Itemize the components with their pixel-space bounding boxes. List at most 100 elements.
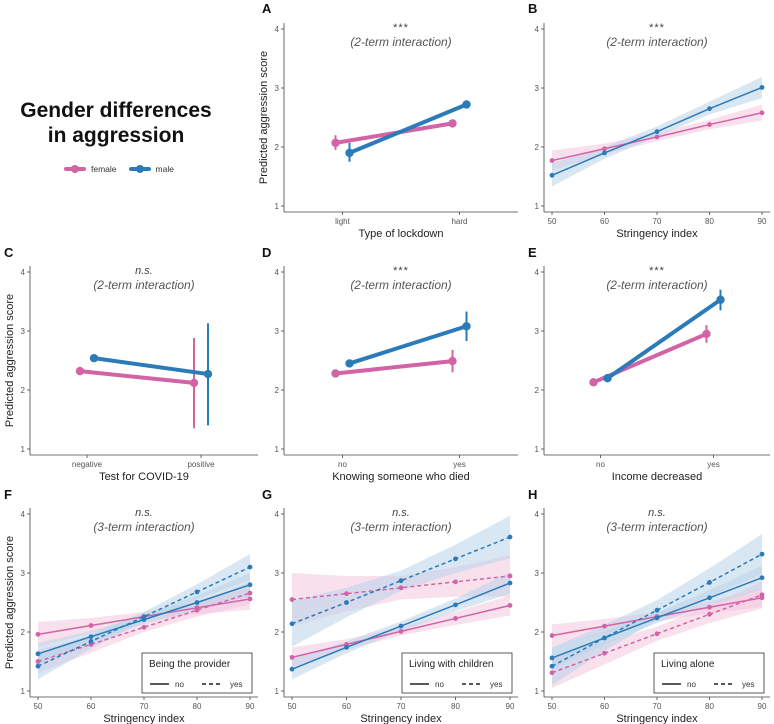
linetype-label-no: no (687, 680, 696, 689)
point-male (345, 359, 354, 368)
y-tick-label: 1 (535, 687, 540, 696)
point-male (602, 635, 607, 641)
point-female (141, 624, 147, 630)
y-tick-label: 3 (535, 327, 540, 336)
linetype-legend-title: Living with children (409, 659, 494, 670)
point-male (289, 621, 295, 627)
significance-ns: n.s. (392, 507, 410, 519)
x-tick-label: 70 (140, 702, 149, 711)
y-tick-label: 4 (275, 268, 280, 277)
y-tick-label: 3 (535, 84, 540, 93)
x-tick-label: 70 (653, 702, 662, 711)
y-axis-label: Predicted aggression score (4, 536, 16, 669)
x-tick-label: 50 (548, 217, 557, 226)
point-male (462, 322, 471, 331)
y-tick-label: 3 (275, 569, 280, 578)
gender-legend: female male (64, 164, 186, 174)
point-female (707, 122, 712, 127)
y-tick-label: 2 (275, 386, 280, 395)
x-tick-label: 90 (758, 702, 767, 711)
point-female (75, 366, 85, 376)
y-tick-label: 1 (21, 687, 26, 696)
point-male (603, 374, 612, 383)
series-line-female-yes (551, 594, 763, 674)
point-male (549, 663, 555, 669)
point-male (89, 353, 99, 363)
point-female (35, 659, 41, 664)
interaction-label: (2-term interaction) (93, 278, 194, 292)
legend-label-female: female (91, 164, 117, 174)
series-line-male (605, 297, 723, 381)
panel-letter: E (528, 245, 537, 260)
y-tick-label: 4 (21, 268, 26, 277)
point-female (448, 119, 457, 128)
point-female (331, 138, 340, 148)
y-axis-label: Predicted aggression score (258, 51, 270, 184)
panel-F: 1 2 3 4 50 60 70 80 90 Stringency index Predicted … (4, 487, 258, 724)
point-female (549, 158, 555, 163)
point-male (345, 148, 354, 158)
x-tick-label: 70 (397, 702, 406, 711)
point-male (247, 582, 253, 588)
panel-E: 1 2 3 4 no yes Income decreased E ***(2-term int… (528, 245, 770, 483)
point-female (88, 623, 94, 628)
panel-C: 1 2 3 4 negative positive Test for COVID-19 Pre… (4, 245, 258, 483)
point-female (35, 631, 41, 637)
x-tick-label: 50 (548, 702, 557, 711)
significance-ns: n.s. (648, 507, 666, 519)
y-axis-label: Predicted aggression score (4, 294, 16, 427)
point-male (654, 129, 660, 135)
point-male (203, 369, 213, 379)
x-axis-label: Knowing someone who died (332, 471, 470, 483)
linetype-legend-box (141, 652, 253, 694)
x-tick-label: no (596, 460, 605, 469)
significance-stars: *** (393, 22, 409, 34)
x-tick-label: 80 (705, 217, 714, 226)
linetype-legend-title: Living alone (661, 659, 715, 670)
point-female (247, 596, 253, 602)
x-tick-label: 90 (246, 702, 255, 711)
point-female (759, 592, 765, 598)
panel-letter: C (4, 245, 14, 260)
point-male (344, 644, 349, 650)
y-tick-label: 2 (275, 143, 280, 152)
significance-ns: n.s. (135, 265, 153, 277)
linetype-legend-box (653, 652, 765, 694)
x-tick-label: 50 (288, 702, 297, 711)
y-tick-label: 3 (275, 327, 280, 336)
series-line-male (347, 324, 469, 366)
y-tick-label: 2 (21, 386, 26, 395)
legend-swatch-male (128, 164, 151, 174)
y-tick-label: 2 (275, 628, 280, 637)
point-male (88, 634, 94, 640)
x-tick-label: 70 (653, 217, 662, 226)
y-tick-label: 1 (275, 202, 280, 211)
point-female (602, 623, 607, 629)
significance-stars: *** (649, 22, 665, 34)
point-female (654, 134, 660, 140)
point-female (707, 611, 712, 617)
y-tick-label: 4 (535, 510, 540, 519)
x-axis-label: Stringency index (616, 713, 698, 724)
figure-title: Gender differences in aggression (0, 98, 232, 148)
y-tick-label: 2 (535, 628, 540, 637)
x-tick-label: positive (187, 460, 215, 469)
point-female (549, 670, 555, 676)
interaction-label: (2-term interaction) (350, 278, 451, 292)
x-tick-label: 80 (193, 702, 202, 711)
point-male (654, 615, 660, 621)
point-male (549, 655, 555, 661)
panel-G: 1 2 3 4 50 60 70 80 90 Stringency index Gn.s.(3-te… (262, 487, 518, 724)
point-female (289, 597, 295, 602)
y-tick-label: 3 (21, 327, 26, 336)
legend-item-male: male (128, 164, 174, 174)
series-line-male-yes (291, 536, 511, 625)
panel-letter: D (262, 245, 271, 260)
x-tick-label: 60 (87, 702, 96, 711)
point-male (141, 614, 147, 620)
point-male (759, 575, 765, 581)
point-female (602, 650, 607, 656)
point-male (654, 607, 660, 613)
point-female (589, 378, 598, 387)
panel-letter: G (262, 487, 272, 502)
